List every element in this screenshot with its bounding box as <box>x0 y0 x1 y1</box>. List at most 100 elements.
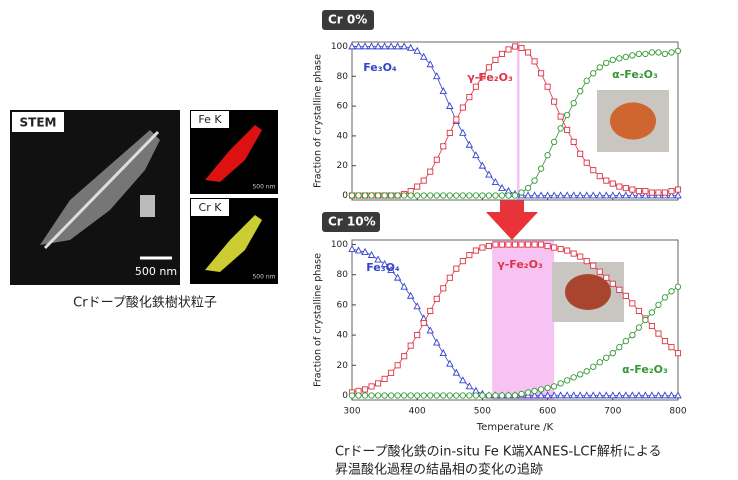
image-label: Cr K <box>199 201 223 214</box>
marker <box>440 350 446 356</box>
marker <box>460 193 465 198</box>
marker <box>532 388 537 393</box>
marker <box>512 393 517 398</box>
marker <box>525 50 530 55</box>
marker <box>493 193 498 198</box>
marker <box>525 185 530 190</box>
marker <box>532 59 537 64</box>
marker <box>662 339 667 344</box>
series-label: α-Fe₂O₃ <box>622 363 668 376</box>
marker <box>662 51 667 56</box>
marker <box>414 303 420 309</box>
marker <box>395 363 400 368</box>
series-label: Fe₃O₄ <box>366 261 400 274</box>
bottom-caption: Crドープ酸化鉄のin-situ Fe K端XANES-LCF解析による <box>335 445 662 460</box>
y-tick-label: 60 <box>337 102 349 112</box>
marker <box>460 130 466 136</box>
marker <box>440 88 446 94</box>
marker <box>584 369 589 374</box>
marker <box>610 181 615 186</box>
y-axis-label: Fraction of crystalline phase <box>313 253 324 387</box>
marker <box>415 393 420 398</box>
marker <box>473 84 478 89</box>
marker <box>415 184 420 189</box>
marker <box>415 332 420 337</box>
marker <box>675 351 680 356</box>
y-tick-label: 60 <box>337 300 349 310</box>
marker <box>441 144 446 149</box>
marker <box>467 95 472 100</box>
marker <box>427 327 433 333</box>
marker <box>525 192 531 198</box>
marker <box>564 112 569 117</box>
marker <box>643 317 648 322</box>
marker <box>577 192 583 198</box>
marker <box>382 376 387 381</box>
scale-label: 500 nm <box>135 265 177 278</box>
marker <box>571 192 577 198</box>
marker <box>428 169 433 174</box>
marker <box>389 370 394 375</box>
marker <box>538 166 543 171</box>
marker <box>473 393 478 398</box>
marker <box>421 178 426 183</box>
y-tick-label: 0 <box>342 191 348 201</box>
marker <box>493 242 498 247</box>
marker <box>499 193 504 198</box>
series-label: Fe₃O₄ <box>363 61 397 74</box>
marker <box>604 60 609 65</box>
marker <box>486 393 491 398</box>
marker <box>454 193 459 198</box>
x-tick-label: 600 <box>539 407 556 417</box>
marker <box>571 251 576 256</box>
marker <box>473 193 478 198</box>
marker <box>408 193 413 198</box>
y-tick-label: 100 <box>331 42 348 52</box>
y-tick-label: 40 <box>337 131 349 141</box>
marker <box>578 88 583 93</box>
marker <box>486 65 491 70</box>
image-label: Fe K <box>198 113 222 126</box>
marker <box>565 127 570 132</box>
marker <box>551 384 556 389</box>
marker <box>623 293 628 298</box>
marker <box>447 130 452 135</box>
marker <box>538 71 543 76</box>
marker <box>473 248 478 253</box>
y-tick-label: 20 <box>337 161 349 171</box>
marker <box>636 308 641 313</box>
marker <box>466 142 472 148</box>
marker <box>499 393 504 398</box>
marker <box>349 393 354 398</box>
marker <box>584 192 590 198</box>
marker <box>545 243 550 248</box>
marker <box>467 193 472 198</box>
marker <box>591 168 596 173</box>
marker <box>434 193 439 198</box>
marker <box>447 275 452 280</box>
marker <box>662 190 667 195</box>
marker <box>617 56 622 61</box>
marker <box>447 103 453 109</box>
marker <box>460 105 465 110</box>
marker <box>649 310 654 315</box>
marker <box>512 193 517 198</box>
marker <box>610 192 616 198</box>
image-label: STEM <box>20 116 57 130</box>
scale-label: 500 nm <box>252 274 275 281</box>
marker <box>519 190 524 195</box>
marker <box>349 246 355 252</box>
marker <box>630 187 635 192</box>
marker <box>597 192 603 198</box>
marker <box>578 254 583 259</box>
marker <box>558 126 563 131</box>
marker <box>649 50 654 55</box>
marker <box>395 393 400 398</box>
marker <box>369 393 374 398</box>
marker <box>603 192 609 198</box>
marker <box>558 114 563 119</box>
marker <box>434 339 440 345</box>
series-label: γ-Fe₂O₃ <box>467 71 513 84</box>
marker <box>525 242 530 247</box>
marker <box>421 193 426 198</box>
